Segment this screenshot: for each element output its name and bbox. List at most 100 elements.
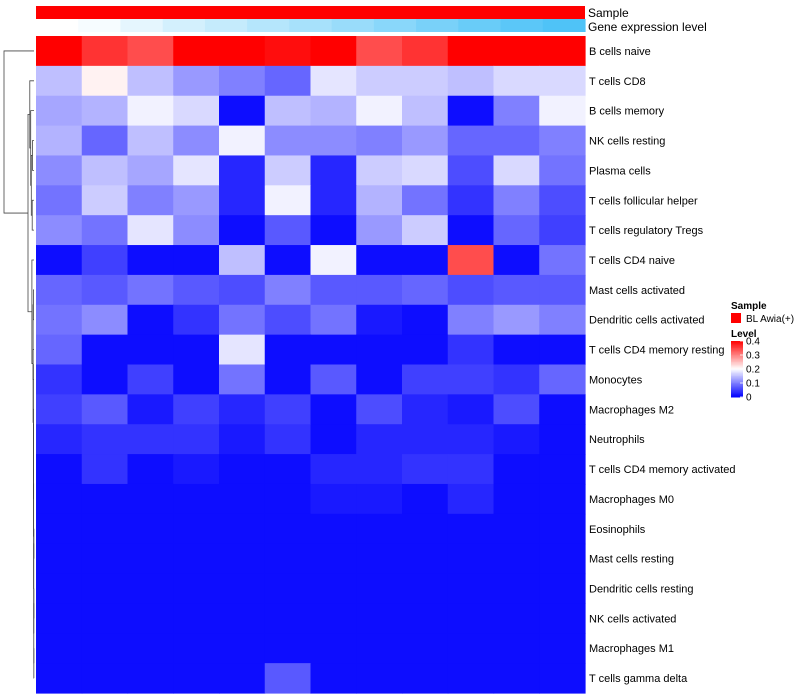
legend-sample-entry: BL Awia(+)	[746, 314, 794, 325]
legend-color-step	[731, 343, 743, 346]
heatmap-cell	[81, 633, 129, 664]
heatmap-cell	[356, 274, 403, 306]
expression-annotation-cell	[162, 19, 206, 32]
heatmap-cell	[173, 155, 220, 186]
heatmap-cell	[264, 185, 312, 216]
heatmap-cell	[219, 633, 266, 664]
expression-annotation-cell	[458, 19, 502, 32]
heatmap-cell	[447, 543, 495, 575]
heatmap-cell	[219, 454, 266, 485]
heatmap-cell	[36, 603, 83, 634]
heatmap-cell	[493, 603, 540, 634]
heatmap-cell	[36, 543, 83, 575]
heatmap-cell	[447, 603, 495, 634]
dendrogram-branch	[3, 50, 34, 214]
heatmap-cell	[402, 394, 449, 425]
heatmap-cell	[356, 334, 403, 366]
legend-color-step	[731, 385, 743, 388]
heatmap-cell	[539, 65, 586, 97]
heatmap-cell	[447, 483, 495, 515]
heatmap-cell	[356, 513, 403, 545]
legend-ticks: 0.4 0.3 0.2 0.1 0	[740, 337, 760, 404]
heatmap-cell	[310, 36, 357, 67]
heatmap-cell	[36, 454, 83, 485]
heatmap-cell	[219, 65, 266, 97]
heatmap-cell	[36, 245, 83, 276]
heatmap-cell	[127, 95, 174, 127]
heatmap-cell	[539, 215, 586, 246]
heatmap-cell	[81, 663, 129, 694]
heatmap-cell	[36, 483, 83, 515]
heatmap-cell	[81, 543, 129, 575]
heatmap-cell	[173, 483, 220, 515]
heatmap-cell	[447, 364, 495, 395]
legend-color-step	[731, 373, 743, 376]
heatmap-cell	[264, 513, 312, 545]
legend-color-step	[731, 341, 743, 343]
heatmap-cell	[356, 424, 403, 455]
legend-color-step	[731, 378, 743, 381]
heatmap-cell	[36, 36, 83, 67]
heatmap-cell	[127, 513, 174, 545]
heatmap-cell	[356, 304, 403, 336]
heatmap-cell	[81, 125, 129, 157]
heatmap-cell	[356, 155, 403, 186]
legend-sample-title: Sample	[731, 301, 767, 312]
heatmap-cell	[493, 215, 540, 246]
heatmap-cell	[310, 65, 357, 97]
heatmap-cell	[264, 543, 312, 575]
heatmap-cell	[127, 274, 174, 306]
legend-color-step	[731, 387, 743, 390]
dendrogram-branch	[32, 140, 34, 171]
heatmap-cell	[173, 603, 220, 634]
row-dendrogram	[3, 50, 35, 679]
heatmap-cell	[264, 424, 312, 455]
heatmap-cell	[447, 394, 495, 425]
heatmap-cell	[539, 304, 586, 336]
legend-color-step	[731, 374, 743, 377]
expression-annotation-cell	[78, 19, 122, 32]
heatmap-cell	[219, 483, 266, 515]
heatmap-cell	[310, 334, 357, 366]
heatmap-cell	[127, 155, 174, 186]
heatmap-cell	[36, 513, 83, 545]
legend-color-step	[731, 384, 743, 387]
heatmap-cell	[219, 274, 266, 306]
expression-annotation-cell	[416, 19, 459, 32]
heatmap-cell	[173, 36, 220, 67]
legend-color-step	[731, 359, 743, 362]
heatmap-cell	[447, 304, 495, 336]
heatmap-cell	[219, 36, 266, 67]
expression-annotation-cell	[331, 19, 375, 32]
row-label: Macrophages M0	[589, 494, 674, 506]
row-label: B cells naive	[589, 46, 651, 58]
row-label: T cells CD4 memory activated	[589, 464, 736, 476]
legend-color-step	[731, 346, 743, 349]
heatmap-cell	[127, 65, 174, 97]
heatmap-cell	[173, 334, 220, 366]
heatmap-cell	[127, 543, 174, 575]
heatmap-cell	[219, 663, 266, 694]
heatmap-cell	[173, 185, 220, 216]
row-label: T cells gamma delta	[589, 673, 688, 685]
heatmap-cell	[402, 454, 449, 485]
sample-annotation-label: Sample	[588, 6, 629, 20]
heatmap-cell	[219, 245, 266, 276]
heatmap-cell	[402, 424, 449, 455]
row-label: Plasma cells	[589, 165, 651, 177]
legend-color-step	[731, 392, 743, 395]
heatmap-cell	[36, 304, 83, 336]
heatmap-cell	[539, 483, 586, 515]
heatmap-cell	[539, 185, 586, 216]
heatmap-cell	[402, 364, 449, 395]
legend-color-step	[731, 356, 743, 359]
expression-annotation-cell	[500, 19, 544, 32]
heatmap-cells	[36, 36, 586, 694]
legend-tick-label: 0.4	[746, 337, 760, 348]
heatmap-cell	[36, 663, 83, 694]
heatmap-cell	[310, 603, 357, 634]
heatmap-cell	[539, 364, 586, 395]
row-label: Eosinophils	[589, 524, 646, 536]
heatmap-cell	[81, 334, 129, 366]
heatmap-cell	[81, 185, 129, 216]
